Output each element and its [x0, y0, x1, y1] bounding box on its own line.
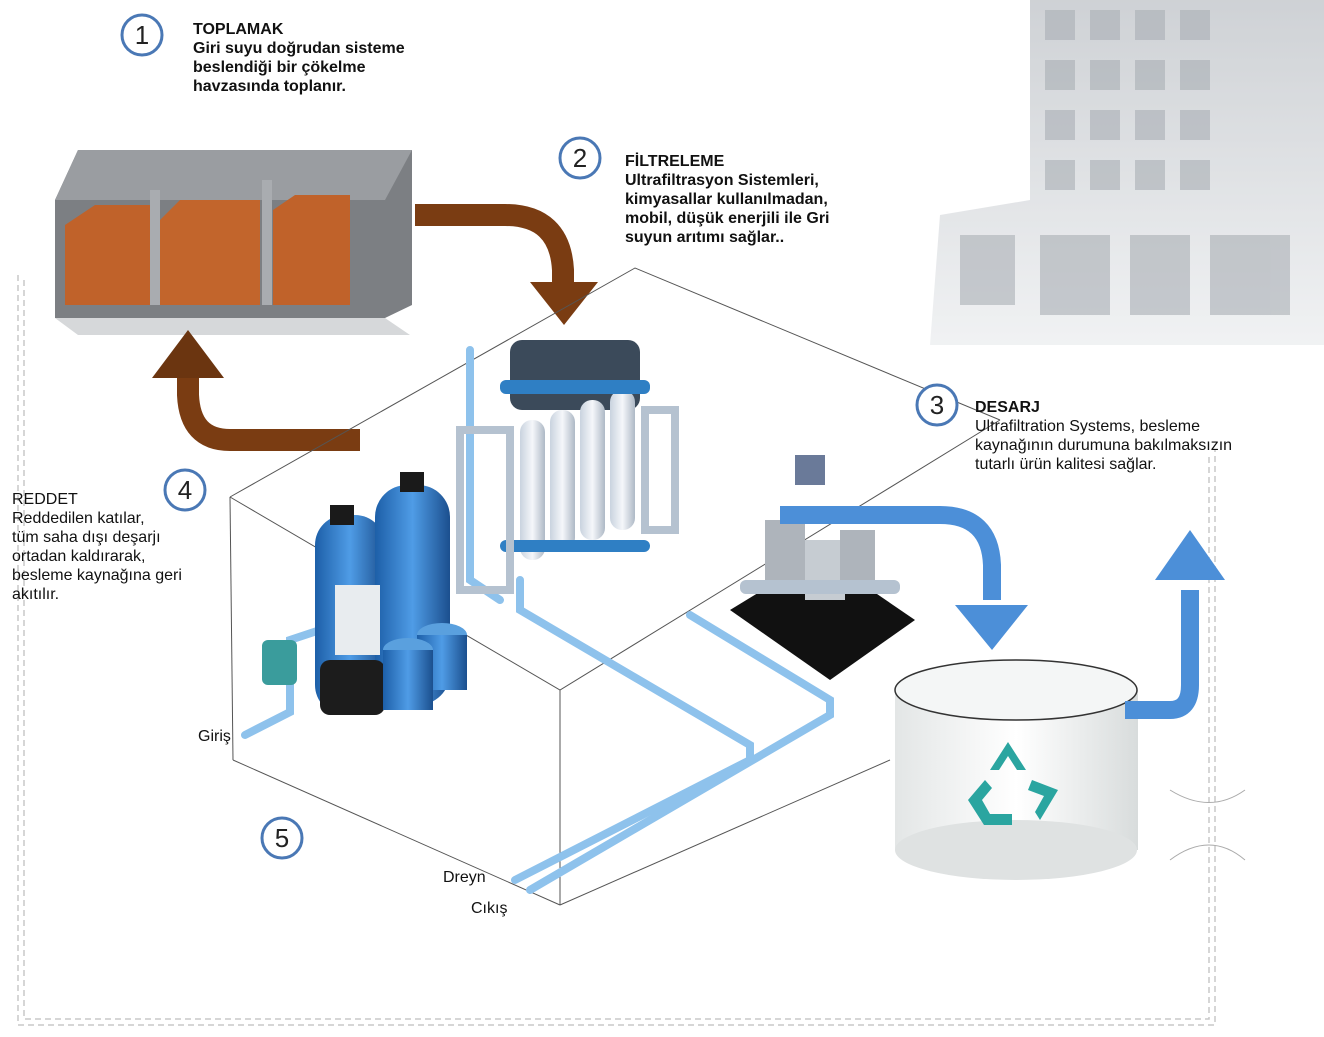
step-line: tutarlı ürün kalitesi sağlar. — [975, 455, 1232, 474]
step-line: suyun arıtımı sağlar.. — [625, 228, 830, 247]
storage-tank — [895, 660, 1138, 880]
decoration — [1170, 790, 1245, 860]
step-line: kaynağının durumuna bakılmaksızın — [975, 436, 1232, 455]
step-line: kimyasallar kullanılmadan, — [625, 190, 830, 209]
softener — [262, 472, 467, 715]
step-line: ortadan kaldırarak, — [12, 547, 182, 566]
step-line: Reddedilen katılar, — [12, 509, 182, 528]
step-number: 1 — [122, 15, 162, 55]
step-line: Ultrafiltration Systems, besleme — [975, 417, 1232, 436]
step-title: FİLTRELEME — [625, 152, 830, 171]
step-line: tüm saha dışı deşarjı — [12, 528, 182, 547]
settling-basin — [55, 150, 412, 335]
step-line: Giri suyu doğrudan sisteme — [193, 39, 405, 58]
step-title: DESARJ — [975, 398, 1232, 417]
page: Gri su arıtma süreci {"steps": [ {"numbe… — [0, 0, 1324, 1037]
arrow-head — [530, 282, 598, 325]
step-title: TOPLAMAK — [193, 20, 405, 39]
inlet-label: Giriş — [198, 728, 231, 746]
step-number: 2 — [560, 138, 600, 178]
step-number: 5 — [262, 818, 302, 858]
drain-label: Dreyn — [443, 869, 486, 887]
step-line: mobil, düşük enerjili ile Gri — [625, 209, 830, 228]
arrow-head — [955, 605, 1028, 650]
step-line: beslendiği bir çökelme — [193, 58, 405, 77]
outlet-label: Cıkış — [471, 900, 507, 918]
step-line: besleme kaynağına geri — [12, 566, 182, 585]
step-line: havzasında toplanır. — [193, 77, 405, 96]
step-line: akıtılır. — [12, 585, 182, 604]
arrow-head — [152, 330, 224, 378]
building — [930, 0, 1324, 345]
step-number: 3 — [917, 385, 957, 425]
diagram: 1 2 3 4 5 TOPLAMAKGiri suyu doğrudan sis… — [0, 0, 1324, 1037]
step-title: REDDET — [12, 490, 182, 509]
step-line: Ultrafiltrasyon Sistemleri, — [625, 171, 830, 190]
